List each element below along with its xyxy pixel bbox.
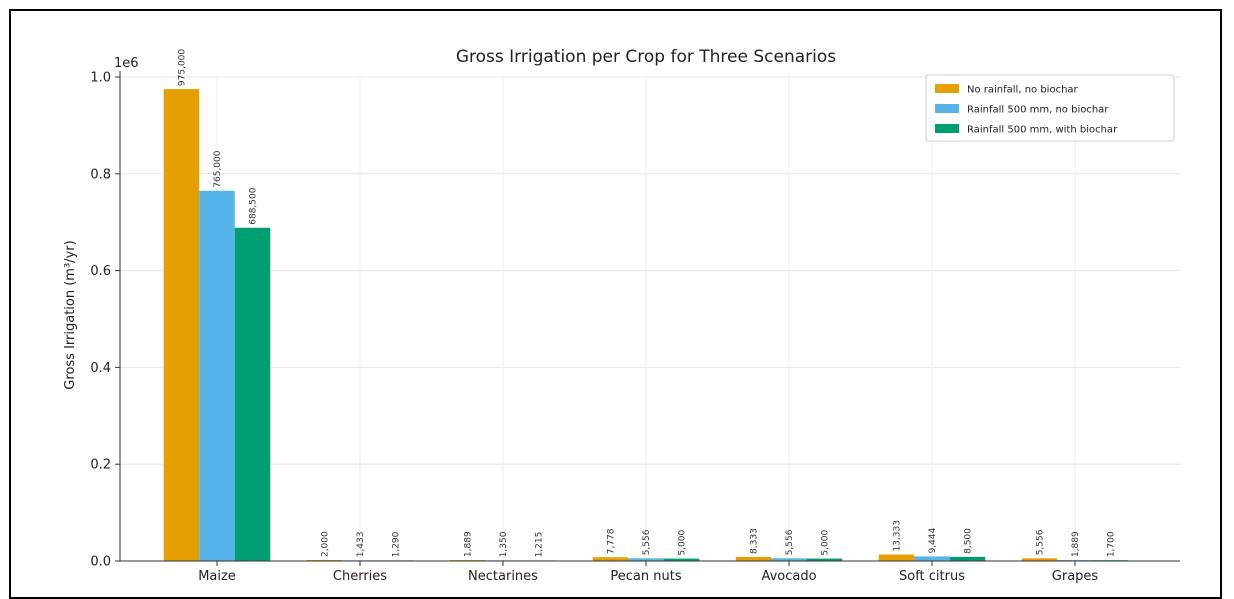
data-label: 5,000 [678, 530, 688, 556]
bar [949, 556, 986, 561]
bar [771, 558, 807, 561]
legend-swatch [935, 104, 959, 113]
data-label: 1,889 [464, 531, 474, 557]
legend-swatch [935, 124, 959, 133]
bar [878, 554, 915, 561]
bar [163, 89, 200, 561]
legend: No rainfall, no biochar Rainfall 500 mm, … [925, 74, 1175, 142]
y-tick-label: 0.6 [90, 264, 111, 279]
data-label: 975,000 [178, 49, 188, 86]
data-label: 5,556 [642, 529, 652, 555]
data-labels: 975,000 765,000 688,500 2,000 1,433 1,290 1,88… [178, 49, 1117, 558]
data-label: 9,444 [928, 527, 938, 553]
data-label: 1,433 [356, 532, 366, 558]
x-tick-label: Soft citrus [899, 569, 965, 584]
data-label: 5,556 [785, 529, 795, 555]
data-label: 1,700 [1107, 531, 1117, 557]
x-tick-label: Maize [198, 569, 236, 584]
data-label: 8,333 [750, 528, 760, 554]
bar [914, 556, 950, 561]
data-label: 8,500 [964, 528, 974, 554]
x-tick-label: Nectarines [468, 569, 538, 584]
legend-box [925, 74, 1175, 142]
bar [592, 557, 629, 561]
x-tick-label: Grapes [1052, 569, 1099, 584]
legend-entry: Rainfall 500 mm, no biochar [967, 105, 1109, 116]
data-label: 1,290 [392, 531, 402, 557]
bar [234, 227, 271, 562]
y-tick-label: 0.4 [90, 361, 111, 376]
x-tick-label: Cherries [333, 569, 387, 584]
bar-chart: 975,000 765,000 688,500 2,000 1,433 1,290 1,88… [63, 47, 1180, 584]
data-label: 2,000 [321, 531, 331, 557]
data-label: 1,889 [1071, 531, 1081, 557]
y-axis-label: Gross Irrigation (m³/yr) [63, 240, 78, 389]
bar [735, 556, 772, 561]
bar [806, 558, 843, 561]
x-tick-label: Avocado [761, 569, 816, 584]
legend-swatch [935, 84, 959, 93]
bar [1021, 558, 1058, 561]
data-label: 1,215 [535, 532, 545, 558]
chart-title: Gross Irrigation per Crop for Three Scen… [456, 47, 836, 67]
y-tick-label: 0.0 [90, 555, 111, 570]
data-label: 13,333 [893, 520, 903, 552]
data-label: 1,350 [499, 531, 509, 557]
data-label: 7,778 [607, 528, 617, 554]
y-tick-label: 0.8 [90, 167, 111, 182]
bar [663, 558, 700, 561]
grid [120, 76, 1180, 562]
y-tick-label: 1.0 [90, 71, 111, 86]
bar [199, 190, 235, 562]
y-tick-label: 0.2 [90, 458, 111, 473]
x-tick-label: Pecan nuts [610, 569, 681, 584]
data-label: 688,500 [249, 187, 259, 224]
legend-entry: Rainfall 500 mm, with biochar [967, 125, 1118, 136]
data-label: 5,000 [821, 530, 831, 556]
axes: 0.0 0.2 0.4 0.6 0.8 1.0 Maize Cherries Nectarine… [90, 71, 1180, 584]
data-label: 5,556 [1036, 529, 1046, 555]
legend-entry: No rainfall, no biochar [967, 85, 1079, 96]
data-label: 765,000 [213, 150, 223, 187]
y-axis-multiplier: 1e6 [114, 56, 139, 71]
bar [628, 558, 664, 561]
bars [163, 89, 1129, 562]
